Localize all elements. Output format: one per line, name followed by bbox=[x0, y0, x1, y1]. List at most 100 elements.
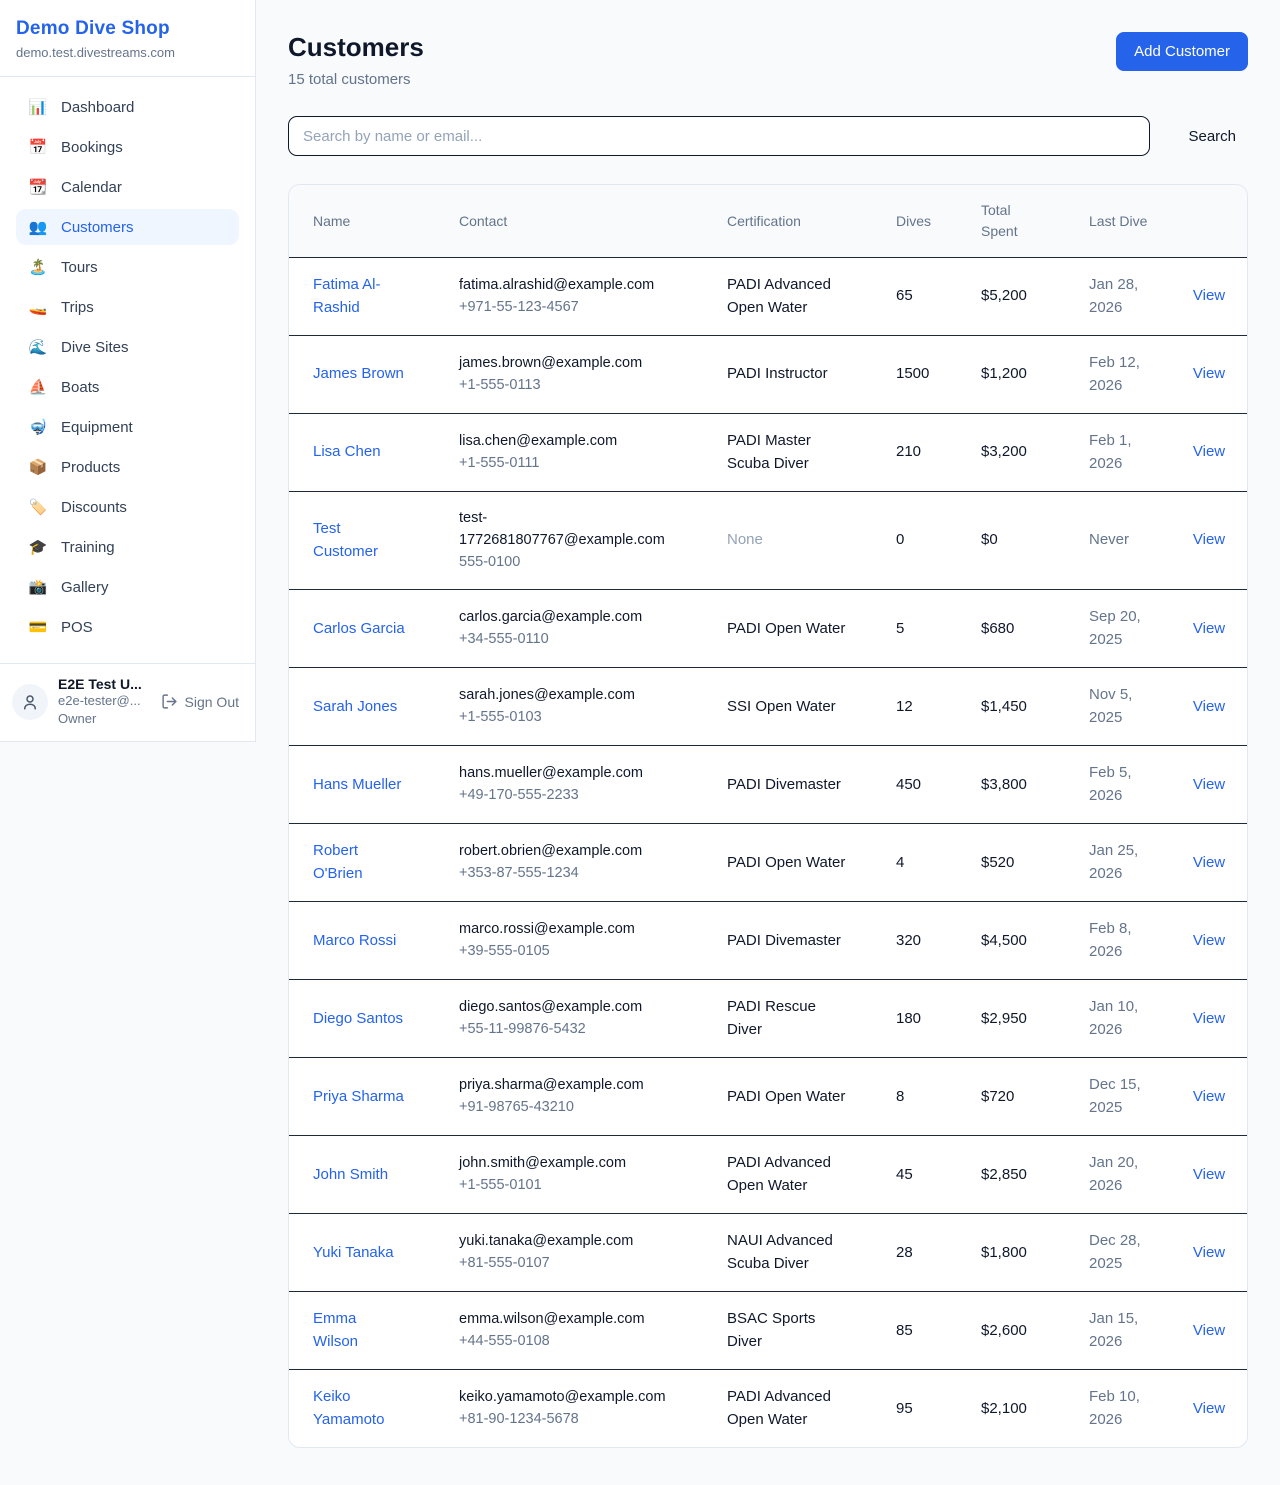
add-customer-button[interactable]: Add Customer bbox=[1116, 32, 1248, 71]
view-customer-link[interactable]: View bbox=[1192, 931, 1226, 949]
user-email: e2e-tester@... bbox=[58, 693, 141, 708]
column-header-last-dive: Last Dive bbox=[1089, 212, 1148, 229]
sign-out-label: Sign Out bbox=[184, 693, 239, 710]
sidebar-item-label: Bookings bbox=[61, 138, 123, 156]
sidebar-item-products[interactable]: 📦 Products bbox=[16, 449, 239, 485]
sidebar-item-customers[interactable]: 👥 Customers bbox=[16, 209, 239, 245]
customer-total-spent: $1,450 bbox=[981, 697, 1027, 715]
view-customer-link[interactable]: View bbox=[1192, 531, 1226, 549]
customer-last-dive: Feb 5, 2026 bbox=[1089, 764, 1132, 804]
view-customer-link[interactable]: View bbox=[1192, 853, 1226, 871]
table-row: John Smith john.smith@example.com +1-555… bbox=[289, 1136, 1247, 1215]
customer-total-spent: $520 bbox=[981, 853, 1015, 871]
view-customer-link[interactable]: View bbox=[1192, 1399, 1226, 1417]
customer-phone: +353-87-555-1234 bbox=[459, 864, 579, 881]
customer-total-spent: $2,950 bbox=[981, 1009, 1027, 1027]
customers-table: Name Contact Certification Dives Total S… bbox=[288, 184, 1248, 1449]
customer-email: diego.santos@example.com bbox=[459, 999, 643, 1015]
view-customer-link[interactable]: View bbox=[1192, 1009, 1226, 1027]
customer-email: james.brown@example.com bbox=[459, 354, 643, 371]
customer-total-spent: $680 bbox=[981, 619, 1015, 637]
table-row: Sarah Jones sarah.jones@example.com +1-5… bbox=[289, 668, 1247, 747]
customer-phone: +1-555-0103 bbox=[459, 708, 542, 725]
bookings-calendar-icon: 📅 bbox=[28, 139, 48, 156]
customer-phone: +34-555-0110 bbox=[459, 630, 549, 647]
customer-phone: +55-11-99876-5432 bbox=[459, 1020, 586, 1037]
customers-people-icon: 👥 bbox=[28, 219, 48, 236]
customer-name-link[interactable]: Priya Sharma bbox=[313, 1087, 404, 1105]
view-customer-link[interactable]: View bbox=[1192, 1087, 1226, 1105]
view-customer-link[interactable]: View bbox=[1192, 1321, 1226, 1339]
customer-total-spent: $1,200 bbox=[981, 365, 1027, 383]
sidebar-item-label: Gallery bbox=[61, 578, 109, 596]
view-customer-link[interactable]: View bbox=[1192, 697, 1226, 715]
customer-certification: PADI Instructor bbox=[727, 365, 828, 383]
customer-email: test-1772681807767@example.com bbox=[459, 510, 665, 548]
customer-name-link[interactable]: Keiko Yamamoto bbox=[313, 1388, 385, 1428]
customer-phone: +1-555-0101 bbox=[459, 1176, 542, 1193]
sidebar-item-pos[interactable]: 💳 POS bbox=[16, 609, 239, 645]
customer-name-link[interactable]: Marco Rossi bbox=[313, 931, 397, 949]
customer-name-link[interactable]: Hans Mueller bbox=[313, 775, 402, 793]
shop-domain: demo.test.divestreams.com bbox=[16, 45, 175, 60]
table-row: Marco Rossi marco.rossi@example.com +39-… bbox=[289, 902, 1247, 981]
customer-total-spent: $1,800 bbox=[981, 1243, 1027, 1261]
customer-name-link[interactable]: Fatima Al-Rashid bbox=[313, 276, 381, 316]
customer-phone: +1-555-0113 bbox=[459, 376, 541, 393]
customer-name-link[interactable]: James Brown bbox=[313, 365, 404, 383]
table-row: Lisa Chen lisa.chen@example.com +1-555-0… bbox=[289, 414, 1247, 492]
customer-name-link[interactable]: John Smith bbox=[313, 1165, 389, 1183]
customer-name-link[interactable]: Carlos Garcia bbox=[313, 619, 405, 637]
customer-phone: +91-98765-43210 bbox=[459, 1098, 574, 1115]
sign-out-button[interactable]: Sign Out bbox=[161, 693, 239, 710]
sidebar-item-gallery[interactable]: 📸 Gallery bbox=[16, 569, 239, 605]
customer-last-dive: Jan 15, 2026 bbox=[1089, 1310, 1139, 1350]
customer-phone: +44-555-0108 bbox=[459, 1332, 550, 1349]
customer-name-link[interactable]: Lisa Chen bbox=[313, 443, 381, 461]
customer-last-dive: Feb 12, 2026 bbox=[1089, 354, 1140, 394]
view-customer-link[interactable]: View bbox=[1192, 365, 1226, 383]
search-input[interactable] bbox=[288, 116, 1151, 156]
view-customer-link[interactable]: View bbox=[1192, 443, 1226, 461]
sidebar-item-discounts[interactable]: 🏷️ Discounts bbox=[16, 489, 239, 525]
customer-dives: 65 bbox=[896, 287, 913, 305]
sign-out-icon bbox=[161, 694, 177, 709]
customer-certification: PADI Advanced Open Water bbox=[727, 1388, 831, 1428]
customer-name-link[interactable]: Sarah Jones bbox=[313, 697, 398, 715]
customer-name-link[interactable]: Robert O'Brien bbox=[313, 842, 363, 882]
customer-name-link[interactable]: Diego Santos bbox=[313, 1009, 404, 1027]
customer-certification: PADI Rescue Diver bbox=[727, 998, 816, 1038]
sidebar-item-training[interactable]: 🎓 Training bbox=[16, 529, 239, 565]
customer-certification: SSI Open Water bbox=[727, 697, 836, 715]
search-button[interactable]: Search bbox=[1176, 120, 1248, 153]
sidebar-item-bookings[interactable]: 📅 Bookings bbox=[16, 129, 239, 165]
view-customer-link[interactable]: View bbox=[1192, 775, 1226, 793]
customer-dives: 45 bbox=[896, 1165, 913, 1183]
view-customer-link[interactable]: View bbox=[1192, 619, 1226, 637]
sidebar-item-label: Trips bbox=[61, 298, 94, 316]
table-header-row: Name Contact Certification Dives Total S… bbox=[289, 185, 1247, 258]
customer-phone: +81-90-1234-5678 bbox=[459, 1410, 579, 1427]
products-package-icon: 📦 bbox=[28, 459, 48, 476]
customer-name-link[interactable]: Emma Wilson bbox=[313, 1310, 359, 1350]
sidebar-item-equipment[interactable]: 🤿 Equipment bbox=[16, 409, 239, 445]
view-customer-link[interactable]: View bbox=[1192, 1165, 1226, 1183]
customer-total-spent: $5,200 bbox=[981, 287, 1027, 305]
column-header-name: Name bbox=[313, 212, 351, 229]
view-customer-link[interactable]: View bbox=[1192, 287, 1226, 305]
customer-last-dive: Jan 25, 2026 bbox=[1089, 842, 1139, 882]
customer-certification: PADI Divemaster bbox=[727, 931, 841, 949]
table-row: Fatima Al-Rashid fatima.alrashid@example… bbox=[289, 258, 1247, 336]
sidebar-item-tours[interactable]: 🏝️ Tours bbox=[16, 249, 239, 285]
sidebar-item-trips[interactable]: 🚤 Trips bbox=[16, 289, 239, 325]
customer-name-link[interactable]: Test Customer bbox=[313, 520, 379, 560]
customer-phone: +39-555-0105 bbox=[459, 942, 550, 959]
sidebar-item-dive-sites[interactable]: 🌊 Dive Sites bbox=[16, 329, 239, 365]
sidebar-item-boats[interactable]: ⛵ Boats bbox=[16, 369, 239, 405]
sidebar-item-calendar[interactable]: 📆 Calendar bbox=[16, 169, 239, 205]
view-customer-link[interactable]: View bbox=[1192, 1243, 1226, 1261]
sidebar-item-dashboard[interactable]: 📊 Dashboard bbox=[16, 89, 239, 125]
customer-name-link[interactable]: Yuki Tanaka bbox=[313, 1243, 394, 1261]
sidebar-item-label: POS bbox=[61, 618, 93, 636]
sidebar-item-label: Equipment bbox=[61, 418, 133, 436]
